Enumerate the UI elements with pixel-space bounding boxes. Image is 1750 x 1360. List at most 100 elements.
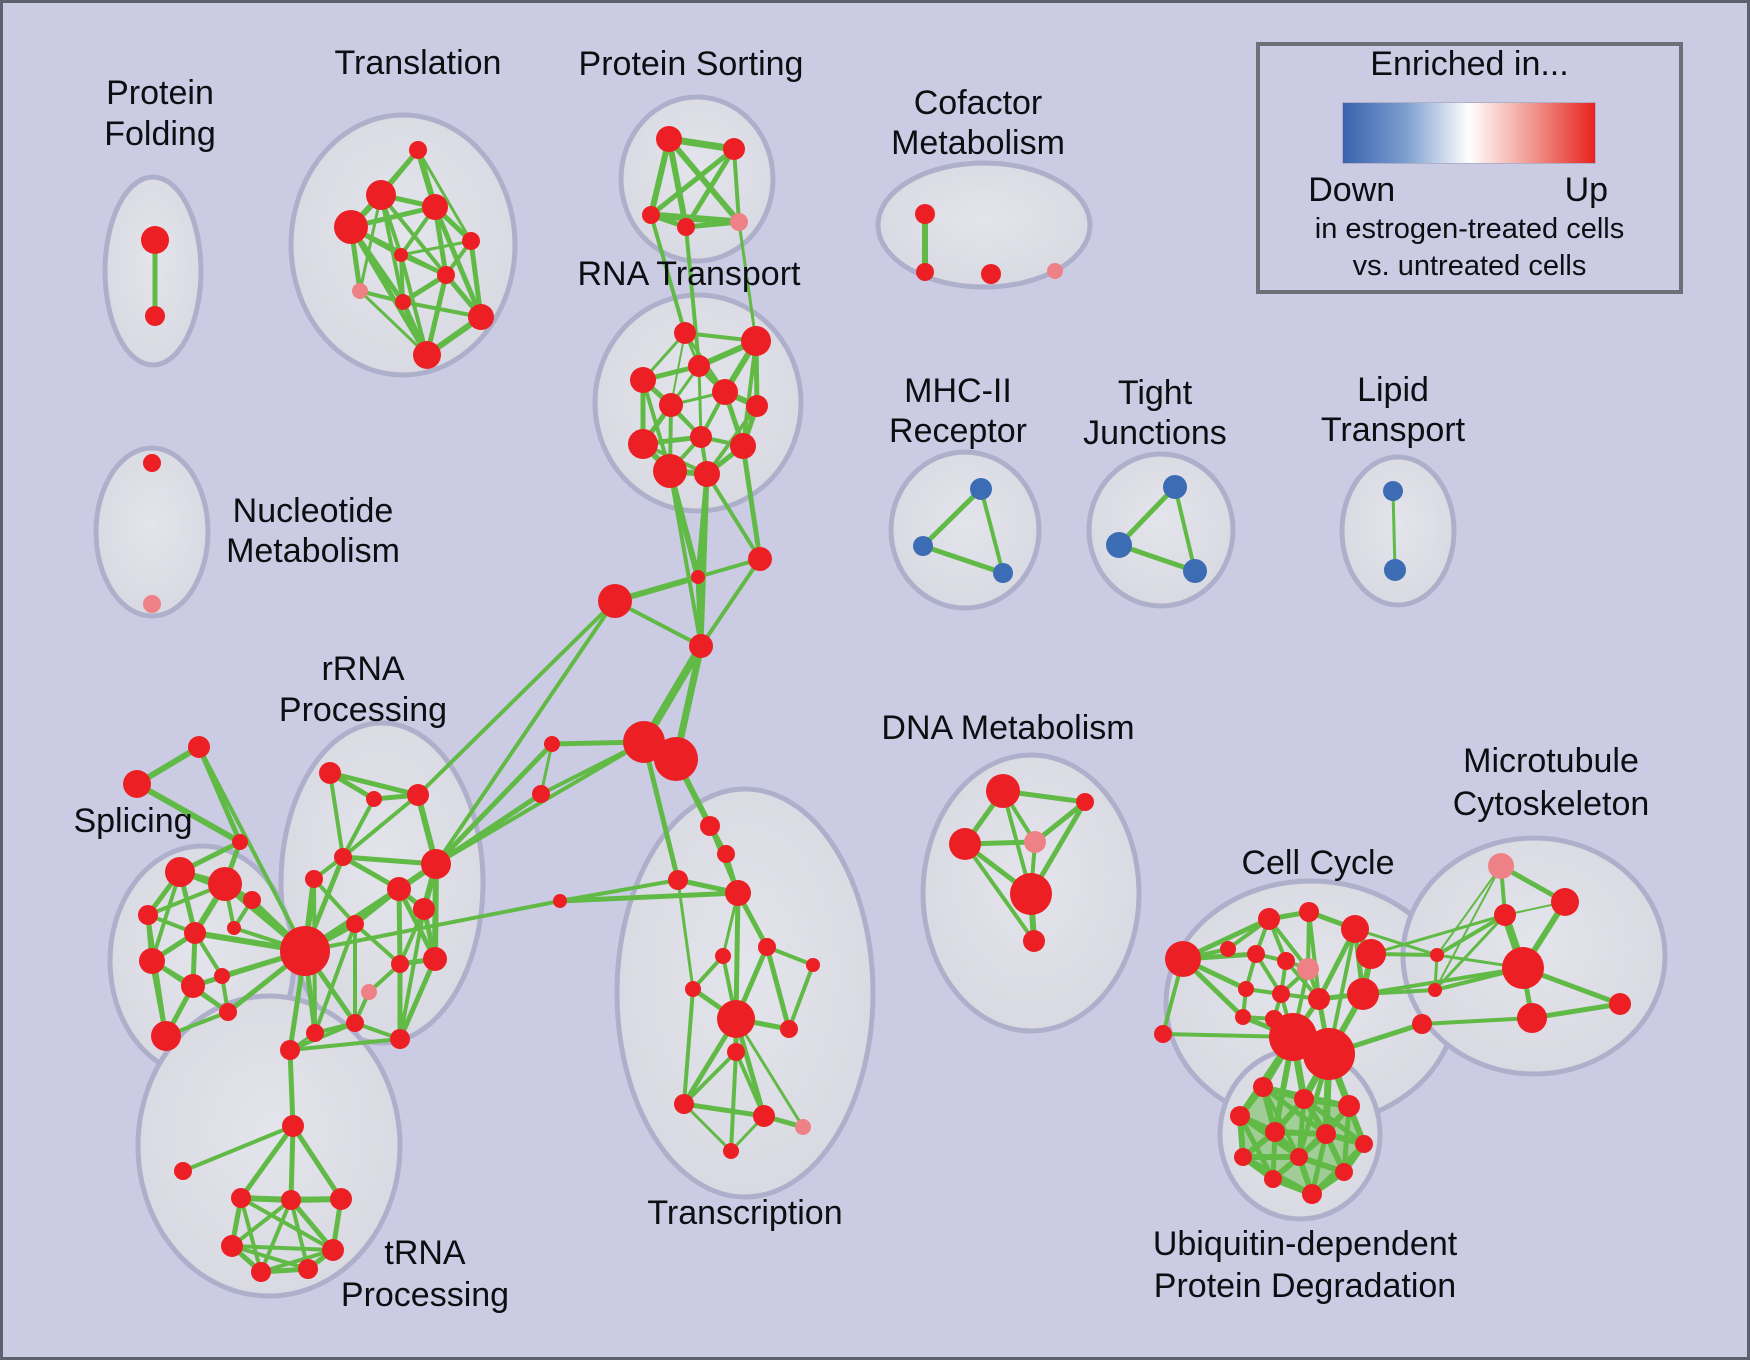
edge-rrna [397,957,438,1041]
geneset-node-rt-5 [712,379,738,405]
geneset-node-sp-6 [139,948,165,974]
edge-trna [238,1124,296,1200]
edge-rrna [396,888,403,965]
cluster-label-rrna-0: rRNA [321,650,404,688]
cluster-label-tr-0: Translation [335,44,502,82]
geneset-node-cc-4 [1247,945,1265,963]
geneset-node-link-6 [232,834,248,850]
geneset-node-sp-10 [219,1003,237,1021]
cluster-label-ps-0: Protein Sorting [579,45,804,83]
geneset-node-cc-3 [1356,939,1386,969]
edge-rrna [341,798,376,858]
edge-mhc [979,488,1005,574]
geneset-node-ub-9 [1335,1163,1353,1181]
edge-lt [1391,490,1397,571]
geneset-node-tr-6 [437,266,455,284]
geneset-node-cc-17 [1154,1025,1172,1043]
edge-rrna [353,922,402,966]
geneset-node-trna-6 [221,1235,243,1257]
edge-rrna [342,854,437,867]
geneset-node-txn-13 [806,958,820,972]
cluster-ellipse-tj [1086,451,1236,609]
geneset-node-tr-2 [334,210,368,244]
edge-mt [1433,913,1507,992]
geneset-node-rrna-1 [366,791,382,807]
edge-cc [1307,911,1321,1000]
edge-rt [741,340,758,447]
edge-link-link-txn [559,890,739,904]
cluster-label-trna-0: tRNA [384,1234,466,1272]
edge-trna [290,1124,344,1201]
cluster-label-dna-0: DNA Metabolism [881,709,1134,747]
geneset-node-rt-10 [653,454,687,488]
edge-link [135,781,242,845]
cluster-label-txn-0: Transcription [647,1194,842,1232]
edge-link-trna-rrna [289,1037,401,1052]
cluster-label-trna-1: Processing [341,1276,509,1314]
edge-trna [287,1049,296,1127]
geneset-node-mt-0 [1488,853,1514,879]
edge-tr [348,225,430,357]
edge-link-rt-link [698,473,710,647]
edge-link-cc-mt [1362,966,1524,996]
geneset-node-rrna-7 [413,898,435,920]
geneset-node-sp-8 [214,968,230,984]
geneset-node-cf-3 [1047,263,1063,279]
geneset-node-pf-0 [141,226,169,254]
geneset-node-mt-8 [1609,993,1631,1015]
geneset-node-trna-8 [251,1262,271,1282]
edge-mhc [921,487,983,548]
edge-link-cc-mt [1354,927,1438,957]
edge-link-link-sp [197,746,307,952]
legend-endpoint-labels: Down Up [1308,171,1608,211]
geneset-node-txn-10 [674,1094,694,1114]
edge-txn [682,1102,733,1153]
geneset-node-txn-3 [725,880,751,906]
edge-txn [683,1101,765,1119]
legend-down-label: Down [1308,171,1396,209]
geneset-node-dna-0 [986,774,1020,808]
edge-txn [734,1018,805,1128]
geneset-node-sp-4 [243,891,261,909]
geneset-node-tj-1 [1106,532,1132,558]
edge-trna [289,1199,310,1270]
cluster-label-lt-0: Lipid [1357,371,1429,409]
geneset-node-tr-9 [468,304,494,330]
edge-link-cc-mt [1370,913,1506,956]
edge-trna [182,1124,294,1173]
edge-trna [260,1248,334,1274]
geneset-node-sp-3 [184,922,206,944]
cluster-label-nm-1: Metabolism [226,532,400,570]
geneset-node-rrna-2 [407,784,429,806]
geneset-node-pf-1 [145,306,165,326]
edge-sp [150,871,182,962]
geneset-node-tr-1 [366,180,396,210]
geneset-node-cc-1 [1299,902,1319,922]
cluster-label-mt-0: Microtubule [1463,742,1639,780]
geneset-node-link-8 [188,736,210,758]
edge-link-ps-rt [684,226,701,367]
edge-tr [379,194,405,303]
geneset-node-rt-9 [730,433,756,459]
geneset-node-txn-6 [685,981,701,997]
geneset-node-nm-0 [143,454,161,472]
geneset-node-link-3 [689,634,713,658]
edge-ps [666,137,742,224]
geneset-node-txn-1 [717,845,735,863]
edge-tj [1173,486,1197,572]
cluster-label-cc-0: Cell Cycle [1241,844,1394,882]
geneset-node-trna-5 [330,1188,352,1210]
edge-txn [733,892,741,1020]
edge-link-ps-rt [649,214,687,334]
edge-tr [379,193,448,277]
geneset-node-mt-3 [1502,947,1544,989]
geneset-node-lt-0 [1383,481,1403,501]
geneset-node-mhc-0 [970,478,992,500]
geneset-node-trna-4 [281,1190,301,1210]
geneset-node-tr-5 [394,248,408,262]
edge-tr [432,206,484,318]
cluster-label-tj-0: Tight [1118,374,1193,412]
geneset-node-txn-8 [780,1020,798,1038]
